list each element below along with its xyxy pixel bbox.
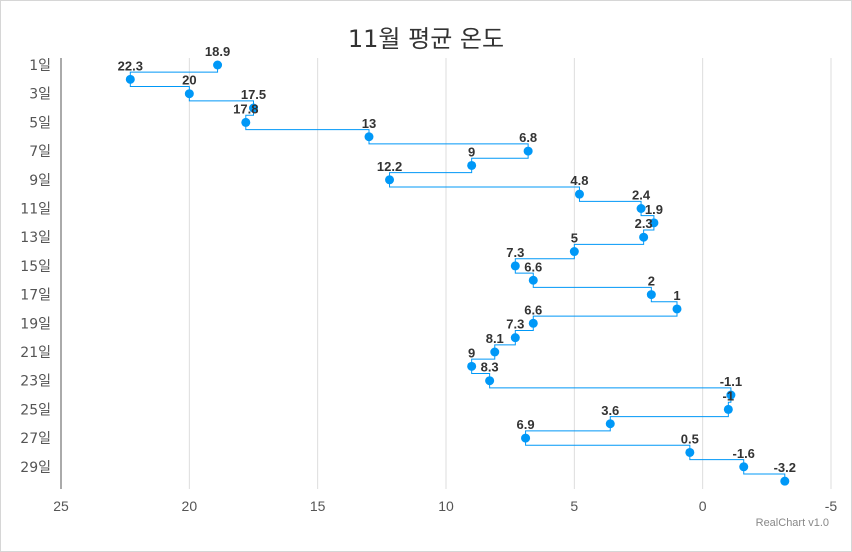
data-point xyxy=(184,89,194,99)
data-label: 7.3 xyxy=(506,317,524,332)
data-point xyxy=(726,390,736,400)
data-point xyxy=(605,419,615,429)
y-tick-label: 13일 xyxy=(20,230,51,246)
x-tick-label: -5 xyxy=(825,498,838,514)
data-label: 2.3 xyxy=(635,216,653,231)
data-label: 1.9 xyxy=(645,202,663,217)
data-label: 0.5 xyxy=(681,431,699,446)
chart-title: 11월 평균 온도 xyxy=(347,25,505,53)
data-label: 17.8 xyxy=(233,101,258,116)
data-point xyxy=(780,476,790,486)
data-point xyxy=(521,433,531,443)
data-label: -1.1 xyxy=(720,374,742,389)
data-label: 20 xyxy=(182,73,196,88)
data-point xyxy=(569,247,579,257)
y-tick-label: 19일 xyxy=(20,316,51,332)
data-point xyxy=(646,290,656,300)
y-tick-label: 7일 xyxy=(29,144,51,160)
data-point xyxy=(528,318,538,328)
y-tick-label: 23일 xyxy=(20,374,51,390)
data-point xyxy=(672,304,682,314)
data-point xyxy=(510,333,520,343)
data-point xyxy=(364,132,374,142)
data-point xyxy=(510,261,520,271)
data-label: -3.2 xyxy=(774,460,796,475)
data-point xyxy=(639,232,649,242)
y-tick-label: 1일 xyxy=(29,58,51,74)
data-label: 8.3 xyxy=(481,360,499,375)
y-tick-label: 5일 xyxy=(29,115,51,131)
credit-label: RealChart v1.0 xyxy=(755,517,829,529)
data-label: 13 xyxy=(362,116,376,131)
y-tick-label: 15일 xyxy=(20,259,51,275)
data-point xyxy=(213,60,223,70)
data-label: 6.8 xyxy=(519,130,537,145)
data-point xyxy=(241,117,251,127)
data-label: 1 xyxy=(673,288,680,303)
data-point xyxy=(739,462,749,472)
data-point xyxy=(125,74,135,84)
data-label: 7.3 xyxy=(506,245,524,260)
data-point xyxy=(649,218,659,228)
y-tick-label: 3일 xyxy=(29,87,51,103)
data-point xyxy=(685,447,695,457)
data-label: 6.6 xyxy=(524,302,542,317)
data-point xyxy=(574,189,584,199)
series-line xyxy=(129,65,786,482)
y-tick-label: 17일 xyxy=(20,288,51,304)
data-point xyxy=(636,204,646,213)
x-tick-label: 25 xyxy=(53,498,69,514)
y-tick-label: 9일 xyxy=(29,173,51,189)
data-label: 6.6 xyxy=(524,259,542,274)
x-tick-label: 15 xyxy=(310,498,326,514)
data-label: 8.1 xyxy=(486,331,504,346)
data-point xyxy=(723,404,733,414)
data-point xyxy=(485,376,495,386)
data-label: 18.9 xyxy=(205,44,230,59)
data-label: 2.4 xyxy=(632,188,651,203)
data-label: 12.2 xyxy=(377,159,402,174)
data-label: 2 xyxy=(648,274,655,289)
data-label: 3.6 xyxy=(601,403,619,418)
data-label: 22.3 xyxy=(118,58,143,73)
data-label: 6.9 xyxy=(517,417,535,432)
x-tick-label: 0 xyxy=(699,498,707,514)
y-tick-label: 11일 xyxy=(20,202,51,218)
x-tick-label: 5 xyxy=(570,498,578,514)
data-point xyxy=(249,103,258,113)
data-point xyxy=(467,160,477,170)
data-point xyxy=(523,146,533,156)
y-tick-label: 27일 xyxy=(20,431,51,447)
data-point xyxy=(528,275,538,285)
data-point xyxy=(385,175,395,185)
data-label: -1 xyxy=(723,388,735,403)
data-label: -1.6 xyxy=(733,446,755,461)
y-tick-label: 21일 xyxy=(20,345,51,361)
data-label: 17.5 xyxy=(241,87,266,102)
y-tick-label: 25일 xyxy=(20,402,51,418)
y-tick-label: 29일 xyxy=(20,460,51,476)
data-label: 9 xyxy=(468,144,475,159)
x-tick-label: 20 xyxy=(182,498,198,514)
data-label: 5 xyxy=(571,231,578,246)
x-tick-label: 10 xyxy=(438,498,454,514)
data-label: 4.8 xyxy=(570,173,588,188)
data-label: 9 xyxy=(468,345,475,360)
data-point xyxy=(490,347,500,357)
data-point xyxy=(467,361,477,371)
